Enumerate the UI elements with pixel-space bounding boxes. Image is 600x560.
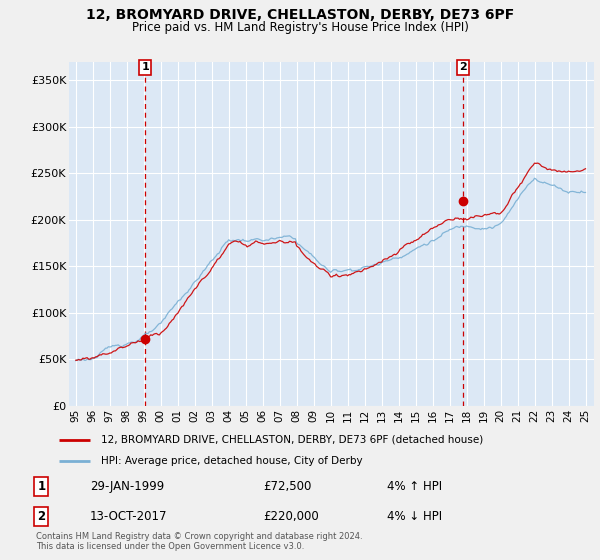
Text: 2: 2 bbox=[37, 510, 46, 522]
Text: 1: 1 bbox=[141, 62, 149, 72]
Text: Contains HM Land Registry data © Crown copyright and database right 2024.
This d: Contains HM Land Registry data © Crown c… bbox=[36, 532, 362, 552]
Text: £220,000: £220,000 bbox=[263, 510, 319, 522]
Text: £72,500: £72,500 bbox=[263, 480, 311, 493]
Text: 12, BROMYARD DRIVE, CHELLASTON, DERBY, DE73 6PF (detached house): 12, BROMYARD DRIVE, CHELLASTON, DERBY, D… bbox=[101, 435, 483, 445]
Text: 12, BROMYARD DRIVE, CHELLASTON, DERBY, DE73 6PF: 12, BROMYARD DRIVE, CHELLASTON, DERBY, D… bbox=[86, 8, 514, 22]
Text: Price paid vs. HM Land Registry's House Price Index (HPI): Price paid vs. HM Land Registry's House … bbox=[131, 21, 469, 34]
Text: 4% ↑ HPI: 4% ↑ HPI bbox=[387, 480, 442, 493]
Text: 2: 2 bbox=[459, 62, 467, 72]
Text: 13-OCT-2017: 13-OCT-2017 bbox=[90, 510, 167, 522]
Text: 1: 1 bbox=[37, 480, 46, 493]
Text: 4% ↓ HPI: 4% ↓ HPI bbox=[387, 510, 442, 522]
Text: HPI: Average price, detached house, City of Derby: HPI: Average price, detached house, City… bbox=[101, 456, 362, 466]
Text: 29-JAN-1999: 29-JAN-1999 bbox=[90, 480, 164, 493]
